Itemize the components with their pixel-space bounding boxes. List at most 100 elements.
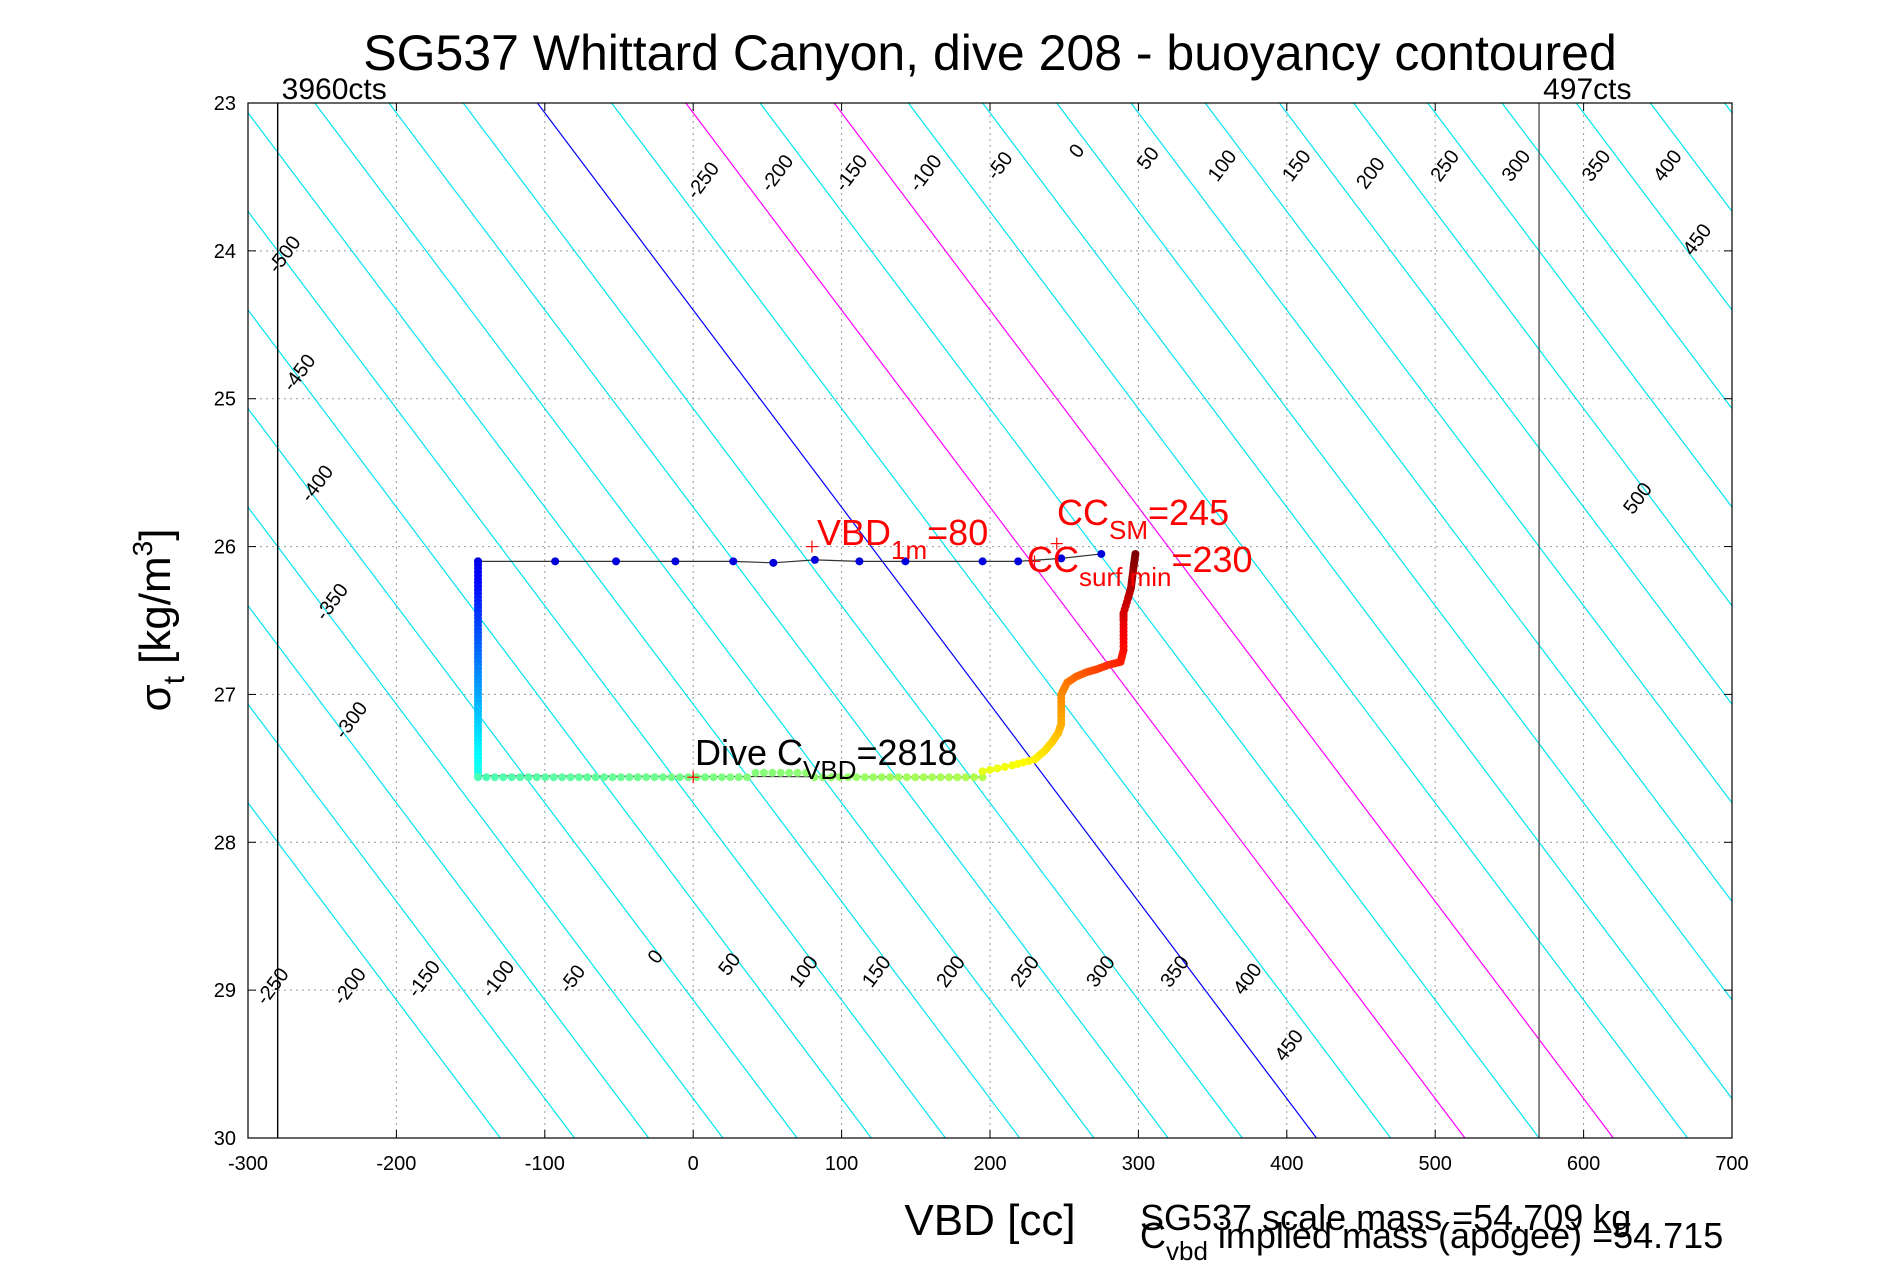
x-axis-ticks: -300 -200 -100 0 100 200 300 400 500 600 700 bbox=[228, 103, 1749, 1175]
contour-label: -100 bbox=[905, 151, 947, 196]
dive-point bbox=[524, 773, 533, 782]
contour-label: 450 bbox=[1679, 220, 1717, 260]
buoyancy-contours bbox=[248, 103, 1891, 1138]
contour-line bbox=[1724, 103, 1732, 114]
dive-point bbox=[785, 768, 794, 777]
dive-point bbox=[993, 764, 1002, 773]
dive-point bbox=[717, 773, 726, 782]
implied-mass-text: Cvbd implied mass (apogee) =54.715 bbox=[1140, 1215, 1723, 1262]
x-tick-label: 500 bbox=[1419, 1153, 1452, 1175]
dive-point bbox=[986, 765, 994, 774]
contour-line bbox=[248, 111, 1021, 1138]
dive-point bbox=[734, 773, 743, 782]
contour-line bbox=[1575, 103, 1732, 311]
dive-point bbox=[970, 773, 979, 782]
dive-point bbox=[701, 773, 710, 782]
dive-point bbox=[894, 773, 903, 782]
ann-ccsurf-tail: =230 bbox=[1171, 539, 1252, 580]
contour-label: 250 bbox=[1426, 146, 1464, 186]
contour-label: -300 bbox=[331, 698, 373, 743]
dive-point bbox=[769, 558, 778, 567]
x-tick-label: -200 bbox=[376, 1153, 416, 1175]
dive-point bbox=[490, 773, 499, 782]
svg-text:σt[kg/m3]: σt [kg/m3] bbox=[127, 529, 191, 712]
y-tick-label: 29 bbox=[214, 980, 236, 1002]
x-tick-label: 200 bbox=[973, 1153, 1006, 1175]
x-tick-label: 300 bbox=[1122, 1153, 1155, 1175]
x-tick-label: 400 bbox=[1270, 1153, 1303, 1175]
ann-divec-main: Dive C bbox=[695, 732, 803, 773]
contour-label: 400 bbox=[1649, 146, 1687, 186]
dive-point bbox=[877, 773, 886, 782]
dive-point bbox=[608, 773, 617, 782]
contour-line bbox=[248, 703, 575, 1138]
contour-line bbox=[248, 407, 798, 1138]
dive-point bbox=[860, 773, 869, 782]
dive-point bbox=[869, 773, 878, 782]
chart-title: SG537 Whittard Canyon, dive 208 - buoyan… bbox=[363, 25, 1617, 81]
contour-label: -150 bbox=[831, 151, 873, 196]
ann-vbd1m-tail: =80 bbox=[927, 512, 988, 553]
y-tick-label: 25 bbox=[214, 389, 236, 411]
x-tick-label: 600 bbox=[1567, 1153, 1600, 1175]
vbd-limit-label: 497cts bbox=[1543, 73, 1631, 106]
dive-point bbox=[1000, 762, 1009, 771]
y-tick-label: 28 bbox=[214, 832, 236, 854]
contour-label: -500 bbox=[264, 232, 306, 277]
contour-line bbox=[1427, 103, 1732, 509]
contour-label: 0 bbox=[1065, 140, 1089, 162]
contour-label: 150 bbox=[1278, 146, 1316, 186]
svg-text:VBD1m=80: VBD1m=80 bbox=[817, 512, 988, 565]
y-label-sub: t bbox=[158, 675, 191, 684]
contour-label: 450 bbox=[1271, 1026, 1309, 1066]
contour-label: 200 bbox=[932, 952, 970, 992]
y-tick-label: 26 bbox=[214, 537, 236, 559]
dive-point bbox=[936, 773, 945, 782]
contour-line bbox=[248, 210, 946, 1138]
dive-point bbox=[1131, 549, 1140, 558]
dive-point bbox=[642, 773, 651, 782]
contour-line bbox=[1353, 103, 1732, 607]
contour-label: -100 bbox=[478, 957, 520, 1002]
contour-line bbox=[685, 103, 1466, 1138]
dive-point bbox=[801, 768, 810, 777]
dive-point bbox=[978, 773, 987, 782]
contour-label: -450 bbox=[279, 350, 321, 395]
y-label-units: [kg/m bbox=[131, 556, 180, 664]
dive-point bbox=[978, 557, 987, 566]
y-tick-label: 27 bbox=[214, 684, 236, 706]
dive-point bbox=[507, 773, 516, 782]
contour-label: 250 bbox=[1006, 952, 1044, 992]
ann-ccsurf-main: CC bbox=[1027, 539, 1079, 580]
dive-point bbox=[810, 773, 819, 782]
contour-line bbox=[248, 506, 724, 1138]
ann-vbd1m-main: VBD bbox=[817, 512, 891, 553]
y-tick-label: 30 bbox=[214, 1128, 236, 1150]
svg-text:CCsurf min=230: CCsurf min=230 bbox=[1027, 539, 1253, 592]
contour-label: 300 bbox=[1498, 146, 1536, 186]
dive-point bbox=[558, 773, 567, 782]
dive-point bbox=[726, 773, 735, 782]
contour-label: -200 bbox=[757, 151, 799, 196]
contour-label: 100 bbox=[785, 952, 823, 992]
dive-point bbox=[482, 773, 491, 782]
dive-point bbox=[944, 773, 953, 782]
dive-point bbox=[810, 555, 819, 564]
dive-point bbox=[743, 773, 752, 782]
implied-mass-tail: implied mass (apogee) =54.715 bbox=[1208, 1215, 1723, 1256]
dive-point bbox=[671, 557, 680, 566]
dive-point bbox=[532, 773, 541, 782]
y-label-sigma: σ bbox=[131, 684, 180, 711]
dive-point bbox=[541, 773, 550, 782]
annotation-cc-sm: CCSM=245 bbox=[1057, 492, 1229, 545]
dive-point bbox=[953, 773, 962, 782]
contour-label: 100 bbox=[1204, 146, 1242, 186]
dive-point bbox=[835, 773, 844, 782]
contour-line bbox=[1799, 103, 1891, 1138]
contour-line bbox=[248, 604, 650, 1138]
contour-line bbox=[1056, 103, 1732, 1001]
contour-line bbox=[833, 103, 1614, 1138]
contour-line bbox=[759, 103, 1540, 1138]
contour-line bbox=[611, 103, 1392, 1138]
dive-point bbox=[844, 773, 853, 782]
